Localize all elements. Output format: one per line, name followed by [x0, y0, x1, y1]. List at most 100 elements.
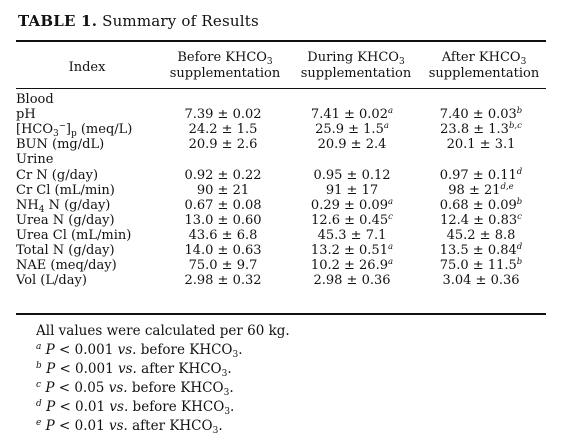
footnote-b: b P < 0.001 vs. after KHCO3.: [36, 360, 290, 379]
mark: a: [383, 121, 389, 132]
header-after-l2: supplementation: [428, 66, 540, 81]
fn-vs: vs.: [109, 399, 129, 415]
group-row: Urine: [16, 152, 546, 167]
header-after-l1: After KHCO: [441, 50, 521, 65]
cell-before: 24.2 ± 1.5: [188, 122, 258, 138]
cell-during: 2.98 ± 0.36: [313, 273, 391, 289]
header-during-l1: During KHCO: [307, 50, 399, 65]
cell-after: 23.8 ± 1.3b,c: [416, 122, 546, 137]
header-after-sub: 3: [520, 57, 527, 67]
cell-after: 45.2 ± 8.8: [446, 227, 516, 243]
value: 13.2 ± 0.51: [310, 242, 388, 258]
footnote-c: c P < 0.05 vs. before KHCO3.: [36, 379, 290, 398]
table-title: TABLE 1. Summary of Results: [18, 12, 259, 30]
cell-during: 7.41 ± 0.02a: [288, 107, 416, 122]
mark: d: [516, 241, 523, 252]
value: 7.40 ± 0.03: [439, 107, 517, 123]
header-before-l1: Before KHCO: [177, 50, 267, 65]
fn-sub: 3: [224, 407, 231, 417]
row-index: NAE (meq/day): [16, 258, 117, 274]
value: 0.97 ± 0.11: [439, 167, 517, 183]
group-row: Blood: [16, 92, 546, 107]
mark: c: [517, 211, 522, 222]
idx-pre: [HCO: [16, 122, 54, 138]
cell-after: 7.40 ± 0.03b: [416, 107, 546, 122]
fn-p: P: [45, 380, 55, 396]
cell-after: 0.97 ± 0.11d: [416, 167, 546, 182]
cell-before: 90 ± 21: [196, 182, 250, 198]
value: 0.68 ± 0.09: [439, 197, 517, 213]
fn-mark: e: [36, 418, 42, 428]
group-urine: Urine: [16, 152, 54, 168]
fn-ref: before KHCO: [128, 399, 225, 415]
header-after: After KHCO3 supplementation: [422, 50, 546, 82]
header-rule: [16, 88, 546, 89]
table-row: NAE (meq/day) 75.0 ± 9.7 10.2 ± 26.9a 75…: [16, 258, 546, 273]
cell-after: 0.68 ± 0.09b: [416, 197, 546, 213]
cell-during: 0.29 ± 0.09a: [288, 196, 416, 213]
fn-end: .: [218, 418, 223, 434]
row-index: Total N (g/day): [16, 242, 115, 258]
footnote-e: e P < 0.01 vs. after KHCO3.: [36, 417, 290, 436]
table-row: Total N (g/day) 14.0 ± 0.63 13.2 ± 0.51a…: [16, 243, 546, 258]
fn-p: P: [46, 361, 56, 377]
top-rule: [16, 40, 546, 42]
header-index: Index: [68, 60, 106, 75]
cell-during: 13.2 ± 0.51a: [288, 243, 416, 258]
cell-during: 10.2 ± 26.9a: [288, 258, 416, 273]
fn-text: < 0.01: [54, 418, 109, 434]
general-note: All values were calculated per 60 kg.: [36, 323, 290, 339]
row-index: NH4 N (g/day): [16, 197, 158, 215]
table-row: pH 7.39 ± 0.02 7.41 ± 0.02a 7.40 ± 0.03b: [16, 107, 546, 122]
table-row: NH4 N (g/day) 0.67 ± 0.08 0.29 ± 0.09a 0…: [16, 196, 546, 215]
header-before: Before KHCO3 supplementation: [160, 50, 290, 82]
fn-end: .: [227, 361, 232, 377]
fn-text: < 0.05: [54, 380, 109, 396]
mark: d: [516, 166, 523, 177]
bottom-rule: [16, 313, 546, 315]
cell-before: 75.0 ± 9.7: [188, 258, 258, 274]
table-notes: All values were calculated per 60 kg. a …: [36, 322, 290, 436]
fn-mark: d: [36, 399, 42, 409]
cell-during: 12.6 ± 0.45c: [288, 213, 416, 228]
fn-mark: b: [36, 361, 42, 371]
cell-during: 25.9 ± 1.5a: [288, 122, 416, 137]
mark: b: [516, 257, 523, 268]
value: 23.8 ± 1.3: [440, 122, 509, 138]
footnote-a: a P < 0.001 vs. before KHCO3.: [36, 341, 290, 360]
cell-after: 20.1 ± 3.1: [446, 137, 516, 153]
mark: d,e: [500, 181, 514, 192]
header-during: During KHCO3 supplementation: [292, 50, 420, 82]
value: 98 ± 21: [448, 182, 501, 198]
table-caption: Summary of Results: [102, 12, 259, 30]
fn-sub: 3: [223, 388, 230, 398]
value: 10.2 ± 26.9: [310, 258, 388, 274]
mark: a: [387, 106, 394, 117]
value: 7.41 ± 0.02: [310, 107, 388, 123]
results-table: Blood pH 7.39 ± 0.02 7.41 ± 0.02a 7.40 ±…: [16, 92, 546, 288]
table-row: [HCO3−]p (meq/L) 24.2 ± 1.5 25.9 ± 1.5a …: [16, 122, 546, 139]
fn-ref: before KHCO: [136, 342, 233, 358]
idx-sub: 4: [38, 204, 45, 215]
cell-during: 20.9 ± 2.4: [317, 137, 387, 153]
fn-end: .: [229, 380, 234, 396]
header-before-sub: 3: [266, 57, 273, 67]
value: 12.6 ± 0.45: [311, 212, 389, 228]
header-during-l2: supplementation: [300, 66, 412, 81]
cell-during: 91 ± 17: [325, 182, 379, 198]
fn-sub: 3: [232, 350, 239, 360]
idx-pre: NH: [16, 197, 39, 213]
table-label: TABLE 1.: [18, 12, 98, 30]
fn-sub: 3: [212, 426, 219, 436]
fn-p: P: [45, 418, 55, 434]
fn-mark: c: [36, 380, 42, 390]
mark: a: [387, 196, 394, 207]
mark: a: [387, 257, 394, 268]
cell-before: 0.67 ± 0.08: [184, 197, 262, 213]
fn-vs: vs.: [108, 418, 128, 434]
fn-sub: 3: [221, 369, 228, 379]
cell-after: 98 ± 21d,e: [416, 181, 546, 198]
cell-after: 75.0 ± 11.5b: [416, 258, 546, 273]
value: 0.29 ± 0.09: [310, 197, 388, 213]
